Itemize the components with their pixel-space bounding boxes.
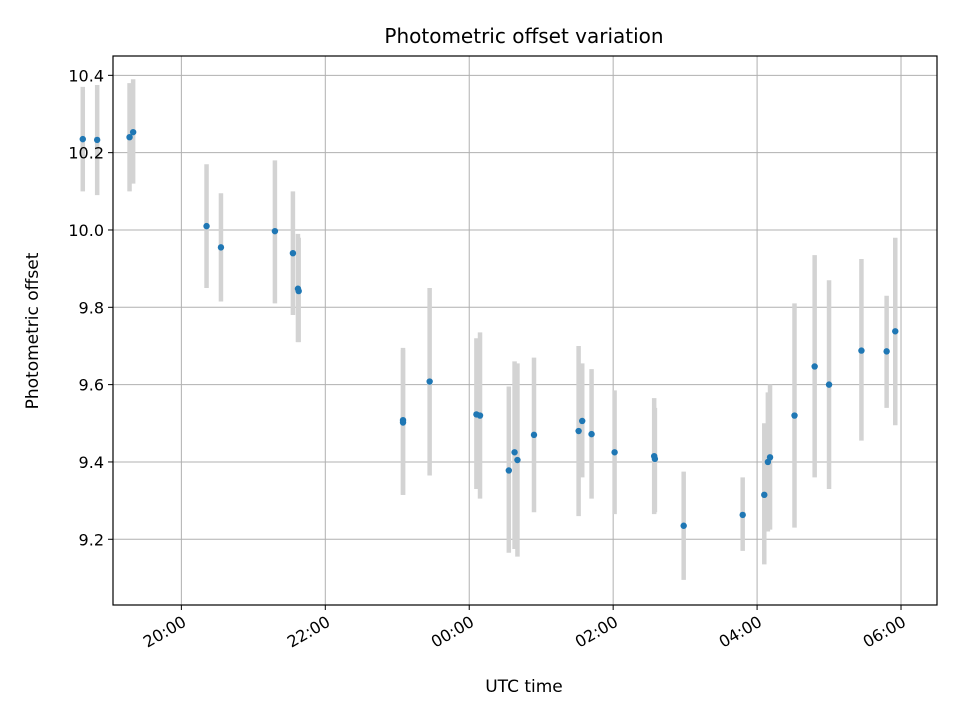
y-tick-label: 9.4	[79, 453, 104, 472]
data-point	[680, 522, 687, 529]
data-point	[858, 347, 865, 354]
data-point	[295, 287, 302, 295]
data-point	[129, 128, 137, 136]
plot-frame	[112, 55, 938, 606]
data-point	[514, 456, 521, 464]
data-point	[739, 511, 746, 519]
data-point	[426, 378, 433, 385]
data-point	[588, 430, 595, 438]
y-tick-label: 10.4	[68, 66, 104, 85]
data-point	[476, 412, 484, 419]
data-point	[766, 454, 774, 461]
y-tick-label: 9.8	[79, 298, 104, 317]
data-points	[79, 128, 899, 529]
y-tick-label: 10.2	[68, 144, 104, 163]
data-point	[79, 135, 86, 143]
data-point	[883, 348, 890, 355]
data-point	[811, 363, 818, 370]
data-point	[289, 249, 297, 257]
data-point	[579, 417, 586, 425]
data-point	[575, 427, 582, 435]
data-point	[203, 222, 210, 230]
data-point	[761, 491, 768, 499]
data-point	[611, 449, 618, 456]
data-point	[651, 455, 659, 463]
data-point	[511, 449, 518, 456]
data-point	[399, 419, 407, 426]
grid	[113, 56, 937, 605]
data-point	[126, 133, 133, 141]
x-axis-label: UTC time	[485, 677, 563, 697]
data-point	[825, 381, 833, 388]
data-point	[217, 244, 225, 251]
data-point	[892, 328, 899, 335]
data-point	[505, 467, 513, 474]
data-point	[530, 431, 538, 439]
data-point	[271, 227, 279, 235]
y-axis-label: Photometric offset	[23, 252, 43, 409]
y-axis-ticks: 9.2 9.4 9.6 9.8 10.0 10.2 10.4	[68, 66, 113, 549]
y-tick-label: 9.2	[79, 530, 104, 549]
data-point	[791, 412, 798, 419]
y-tick-label: 9.6	[79, 376, 104, 395]
data-point	[93, 136, 101, 144]
y-tick-label: 10.0	[68, 221, 104, 240]
chart-title: Photometric offset variation	[384, 24, 663, 48]
